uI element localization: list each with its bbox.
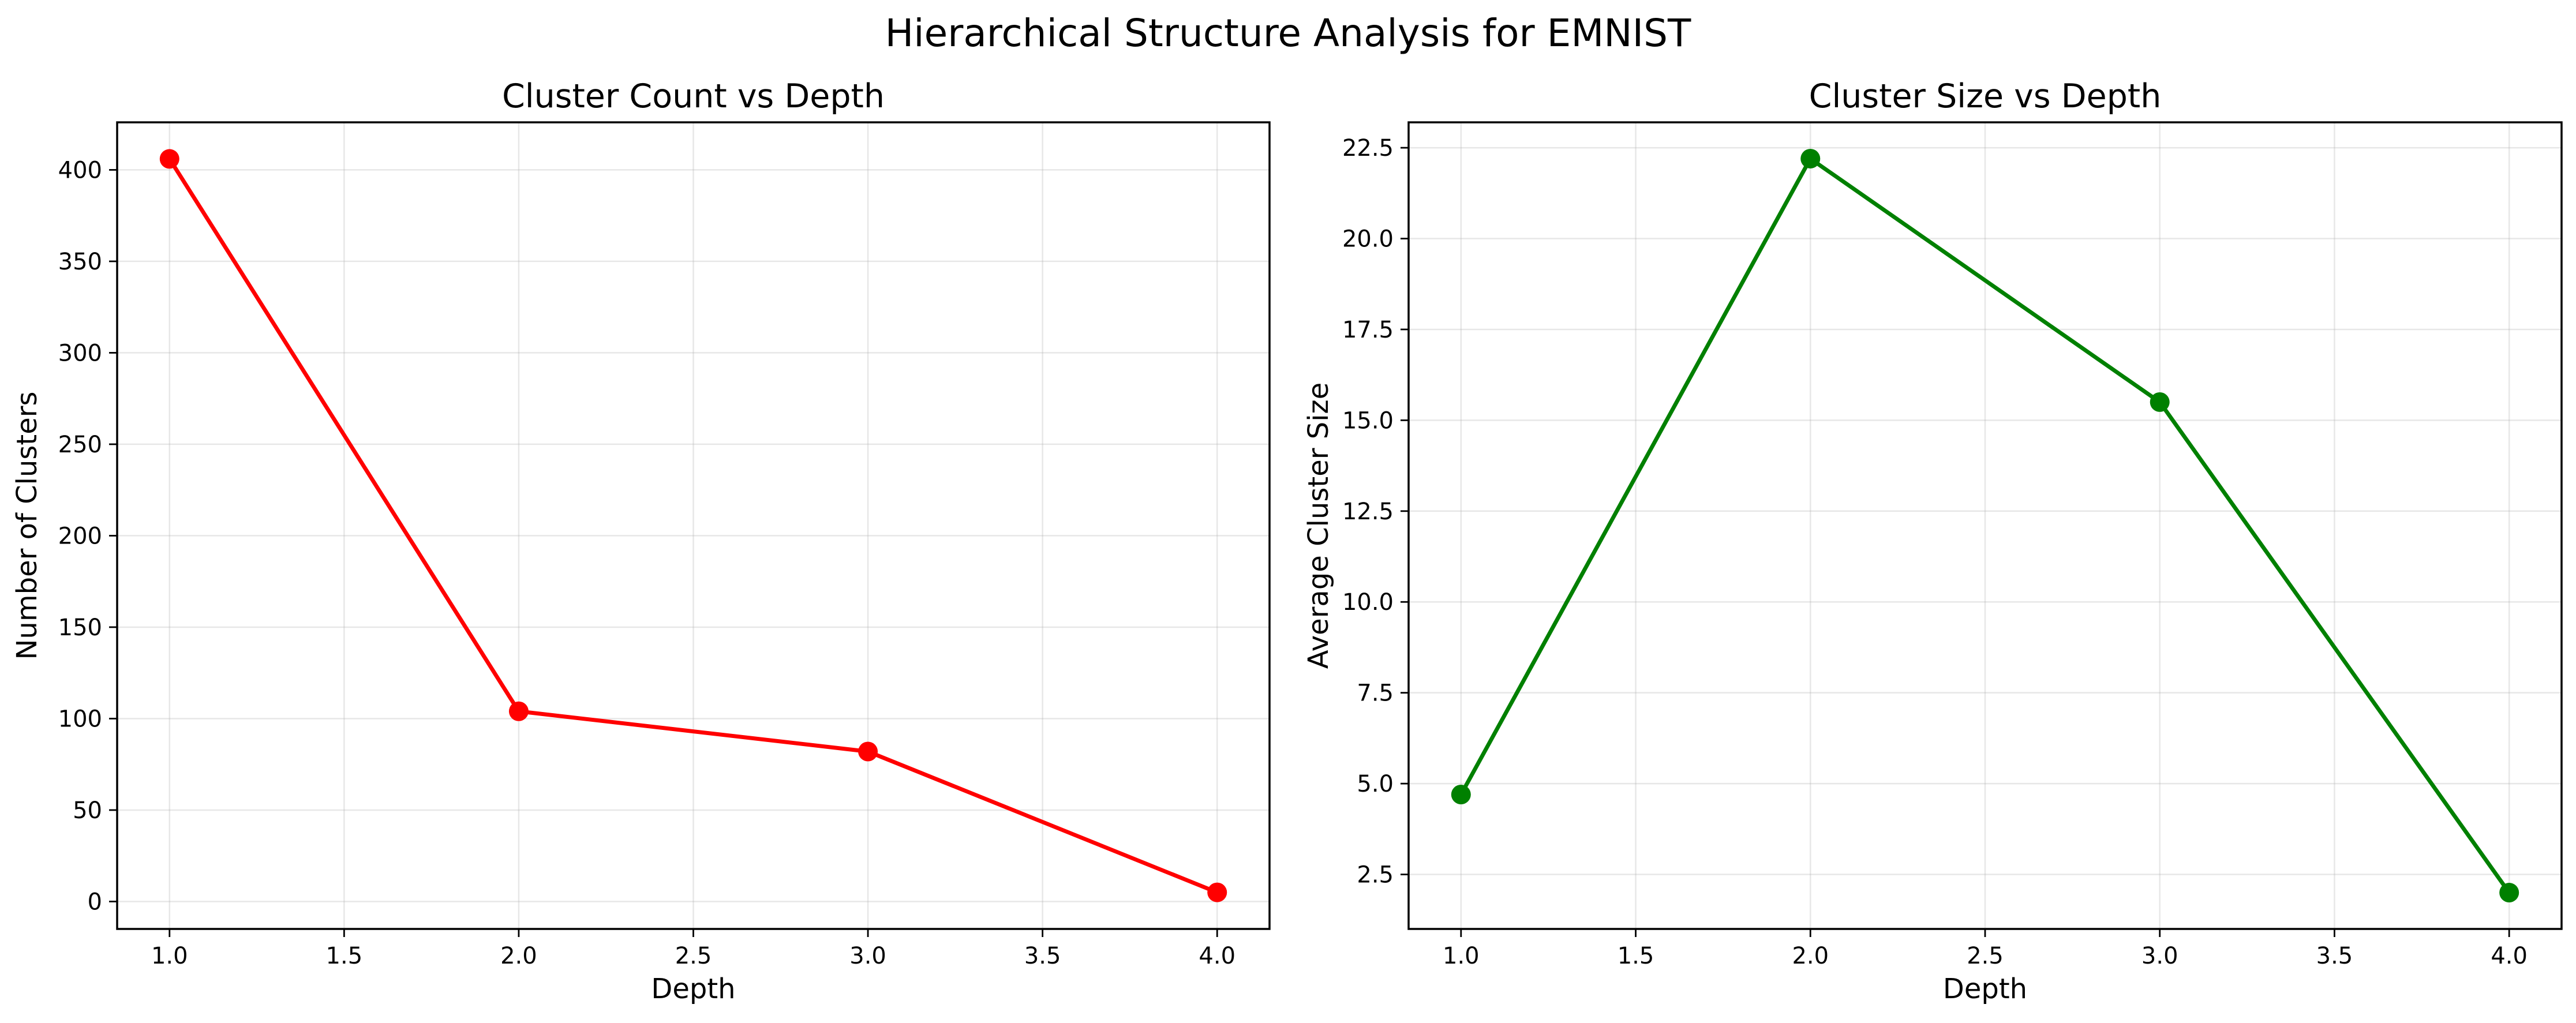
chart-0-y-tick-label-1: 50 — [73, 797, 102, 824]
chart-1-title: Cluster Size vs Depth — [1809, 77, 2162, 115]
chart-0-data-point-2 — [858, 741, 878, 762]
chart-0-x-axis-label: Depth — [651, 973, 735, 1005]
chart-1-y-tick-label-2: 7.5 — [1357, 680, 1394, 707]
cluster-size-chart: 1.0 1.5 2.0 2.5 3.0 3.5 4.0 2.5 5.0 7.5 10.0 12.5 15… — [1302, 77, 2563, 1005]
chart-1-y-tick-label-0: 2.5 — [1357, 862, 1394, 889]
chart-0-x-tick-label-3: 2.5 — [675, 943, 712, 969]
chart-1-x-tick-label-5: 3.5 — [2316, 943, 2353, 969]
chart-1-x-tick-label-0: 1.0 — [1443, 943, 1480, 969]
chart-1-y-axis-label: Average Cluster Size — [1302, 383, 1335, 669]
chart-1-series-line — [1459, 156, 2511, 895]
chart-0-series-line — [167, 156, 1219, 895]
chart-1-x-tick-label-1: 1.5 — [1618, 943, 1654, 969]
chart-1-data-point-1 — [1800, 148, 1821, 168]
chart-0-x-tick-label-4: 3.0 — [849, 943, 886, 969]
chart-0-x-tick-label-1: 1.5 — [326, 943, 363, 969]
chart-0-y-tick-label-3: 150 — [58, 614, 102, 641]
chart-1-x-tick-label-4: 3.0 — [2141, 943, 2178, 969]
chart-0-y-tick-label-0: 0 — [88, 889, 102, 915]
chart-0-y-tick-label-4: 200 — [58, 523, 102, 549]
chart-0-data-point-1 — [508, 701, 529, 721]
chart-0-y-tick-label-5: 250 — [58, 432, 102, 458]
chart-1-y-tick-label-5: 15.0 — [1342, 407, 1394, 434]
chart-1-x-tick-label-2: 2.0 — [1792, 943, 1829, 969]
chart-0-x-tick-label-6: 4.0 — [1199, 943, 1235, 969]
chart-1-y-tick-label-6: 17.5 — [1342, 317, 1394, 343]
chart-1-y-tick-label-1: 5.0 — [1357, 771, 1394, 797]
figure-title: Hierarchical Structure Analysis for EMNI… — [885, 11, 1691, 55]
chart-0-x-tick-label-5: 3.5 — [1024, 943, 1061, 969]
chart-0-data-point-0 — [159, 149, 179, 169]
chart-1-y-tick-label-8: 22.5 — [1342, 135, 1394, 162]
chart-1-y-tick-label-7: 20.0 — [1342, 226, 1394, 253]
chart-1-data-point-0 — [1451, 785, 1471, 804]
chart-1-data-point-2 — [2150, 392, 2170, 412]
chart-0-y-tick-label-2: 100 — [58, 706, 102, 732]
chart-0-title: Cluster Count vs Depth — [502, 77, 885, 115]
chart-0-x-tick-label-2: 2.0 — [500, 943, 537, 969]
chart-0-data-point-3 — [1207, 882, 1227, 902]
chart-0-y-tick-label-6: 300 — [58, 340, 102, 366]
chart-0-y-tick-label-8: 400 — [58, 157, 102, 183]
chart-1-x-axis-label: Depth — [1943, 973, 2027, 1005]
chart-1-y-tick-label-3: 10.0 — [1342, 589, 1394, 616]
chart-0-y-tick-label-7: 350 — [58, 249, 102, 275]
chart-1-x-tick-label-3: 2.5 — [1967, 943, 2004, 969]
chart-1-y-tick-label-4: 12.5 — [1342, 499, 1394, 525]
chart-0-x-tick-label-0: 1.0 — [151, 943, 188, 969]
cluster-count-chart: 1.0 1.5 2.0 2.5 3.0 3.5 4.0 0 50 100 150 200 250 300 3… — [11, 77, 1271, 1005]
chart-1-x-tick-label-6: 4.0 — [2491, 943, 2528, 969]
chart-0-y-axis-label: Number of Clusters — [11, 392, 43, 660]
chart-1-data-point-3 — [2499, 883, 2519, 903]
